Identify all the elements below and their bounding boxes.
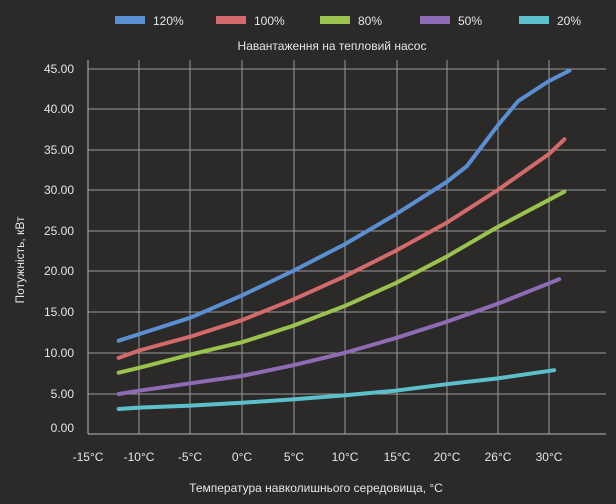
- x-tick-label: -5°C: [178, 450, 202, 464]
- legend-label: 50%: [458, 14, 482, 28]
- series-line-80pct: [116, 189, 567, 375]
- legend-swatch: [216, 16, 246, 24]
- series-line-20pct: [116, 368, 557, 411]
- y-tick-label: 15.00: [44, 305, 74, 319]
- legend-label: 120%: [153, 14, 184, 28]
- y-tick-label: 30.00: [44, 183, 74, 197]
- legend-swatch: [420, 16, 450, 24]
- x-tick-label: 10°C: [332, 450, 359, 464]
- x-tick-label: -10°C: [124, 450, 155, 464]
- y-tick-label: 10.00: [44, 346, 74, 360]
- y-tick-label: 35.00: [44, 143, 74, 157]
- x-tick-label: 20°C: [434, 450, 461, 464]
- axes: 0.00 5.00 10.00 15.00 20.00 25.00 30.00 35.00 40…: [44, 60, 606, 464]
- x-tick-label: 15°C: [384, 450, 411, 464]
- legend-label: 20%: [557, 14, 581, 28]
- series-line-120pct: [116, 68, 572, 343]
- x-tick-label: 26°C: [485, 450, 512, 464]
- y-tick-label: 0.00: [51, 421, 75, 435]
- series-lines: [116, 68, 572, 411]
- legend-label: 80%: [358, 14, 382, 28]
- legend-swatch: [320, 16, 350, 24]
- legend: 120% 100% 80% 50% 20%: [115, 14, 581, 28]
- y-tick-label: 25.00: [44, 224, 74, 238]
- series-line-50pct: [116, 277, 562, 396]
- x-tick-label: 0°C: [232, 450, 252, 464]
- x-axis-label: Температура навколишнього середовища, °С: [189, 481, 443, 495]
- y-tick-label: 20.00: [44, 264, 74, 278]
- legend-swatch: [519, 16, 549, 24]
- grid: [88, 60, 606, 434]
- x-tick-label: -15°C: [73, 450, 104, 464]
- y-axis-label: Потужність, кВт: [13, 216, 27, 303]
- chart-title: Навантаження на тепловий насос: [238, 39, 427, 53]
- x-tick-label: 30°C: [536, 450, 563, 464]
- series-line-100pct: [116, 137, 567, 360]
- legend-swatch: [115, 16, 145, 24]
- y-tick-label: 40.00: [44, 102, 74, 116]
- legend-label: 100%: [254, 14, 285, 28]
- y-tick-label: 45.00: [44, 62, 74, 76]
- x-tick-label: 5°C: [284, 450, 304, 464]
- y-tick-label: 5.00: [51, 387, 75, 401]
